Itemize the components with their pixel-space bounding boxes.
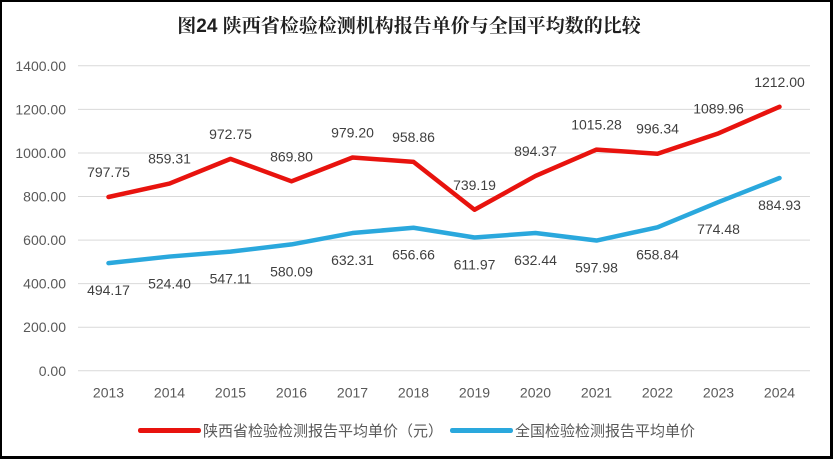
data-label: 494.17 [87,282,130,298]
data-label: 524.40 [148,276,191,292]
x-axis-tick-label: 2015 [215,385,246,401]
legend-label-national: 全国检验检测报告平均单价 [515,420,696,441]
data-label: 597.98 [575,260,618,276]
legend-line-swatch-national [450,428,513,433]
data-label: 1212.00 [754,74,805,90]
x-axis-tick-label: 2016 [276,385,307,401]
data-label: 580.09 [270,263,313,279]
data-label: 658.84 [636,246,679,262]
y-axis-tick-label: 1000.00 [15,145,66,161]
series-line-shaanxi [106,104,782,213]
x-axis-tick-label: 2021 [581,385,612,401]
x-axis-tick-label: 2022 [642,385,673,401]
x-axis-tick-label: 2019 [459,385,490,401]
data-label: 1089.96 [693,100,744,116]
data-label: 884.93 [758,197,801,213]
data-label: 979.20 [331,124,374,140]
chart-title: 图24 陕西省检验检测机构报告单价与全国平均数的比较 [177,11,642,38]
y-axis-tick-label: 400.00 [23,276,66,292]
data-label: 547.11 [210,271,252,287]
data-label: 774.48 [697,221,740,237]
axis-labels-layer: 0.00 200.00 400.00 600.00 800.00 1000.00 1200.… [15,58,795,401]
x-axis-tick-label: 2024 [764,385,795,401]
data-label: 859.31 [148,151,191,167]
gridlines-layer [78,65,810,372]
legend-label-shaanxi: 陕西省检验检测报告平均单价（元） [202,420,443,441]
data-label: 869.80 [270,148,313,164]
y-axis-tick-label: 1400.00 [15,58,66,74]
data-label: 958.86 [392,129,435,145]
data-label: 739.19 [453,177,496,193]
y-axis-tick-label: 800.00 [23,189,66,205]
data-label: 996.34 [636,121,679,137]
data-label: 611.97 [454,256,496,272]
x-axis-tick-label: 2018 [398,385,429,401]
data-label: 894.37 [514,143,557,159]
series-line-national [106,175,782,266]
data-label: 632.44 [514,252,557,268]
data-label: 972.75 [209,126,252,142]
y-axis-tick-label: 600.00 [23,232,66,248]
series-layer [106,104,782,266]
x-axis-tick-label: 2020 [520,385,551,401]
x-axis-tick-label: 2014 [154,385,185,401]
x-axis-tick-label: 2017 [337,385,368,401]
y-axis-tick-label: 1200.00 [15,101,66,117]
data-labels-layer: 797.75 859.31 972.75 869.80 979.20 958.86 739.… [87,74,805,298]
x-axis-tick-label: 2013 [93,385,124,401]
data-label: 1015.28 [571,117,622,133]
legend-line-swatch-shaanxi [137,428,201,433]
data-label: 797.75 [87,164,130,180]
x-axis-tick-label: 2023 [703,385,734,401]
chart-legend: 陕西省检验检测报告平均单价（元） 全国检验检测报告平均单价 [0,420,833,441]
data-label: 632.31 [331,252,374,268]
y-axis-tick-label: 200.00 [23,319,66,335]
y-axis-tick-label: 0.00 [39,363,66,379]
data-label: 656.66 [392,247,435,263]
